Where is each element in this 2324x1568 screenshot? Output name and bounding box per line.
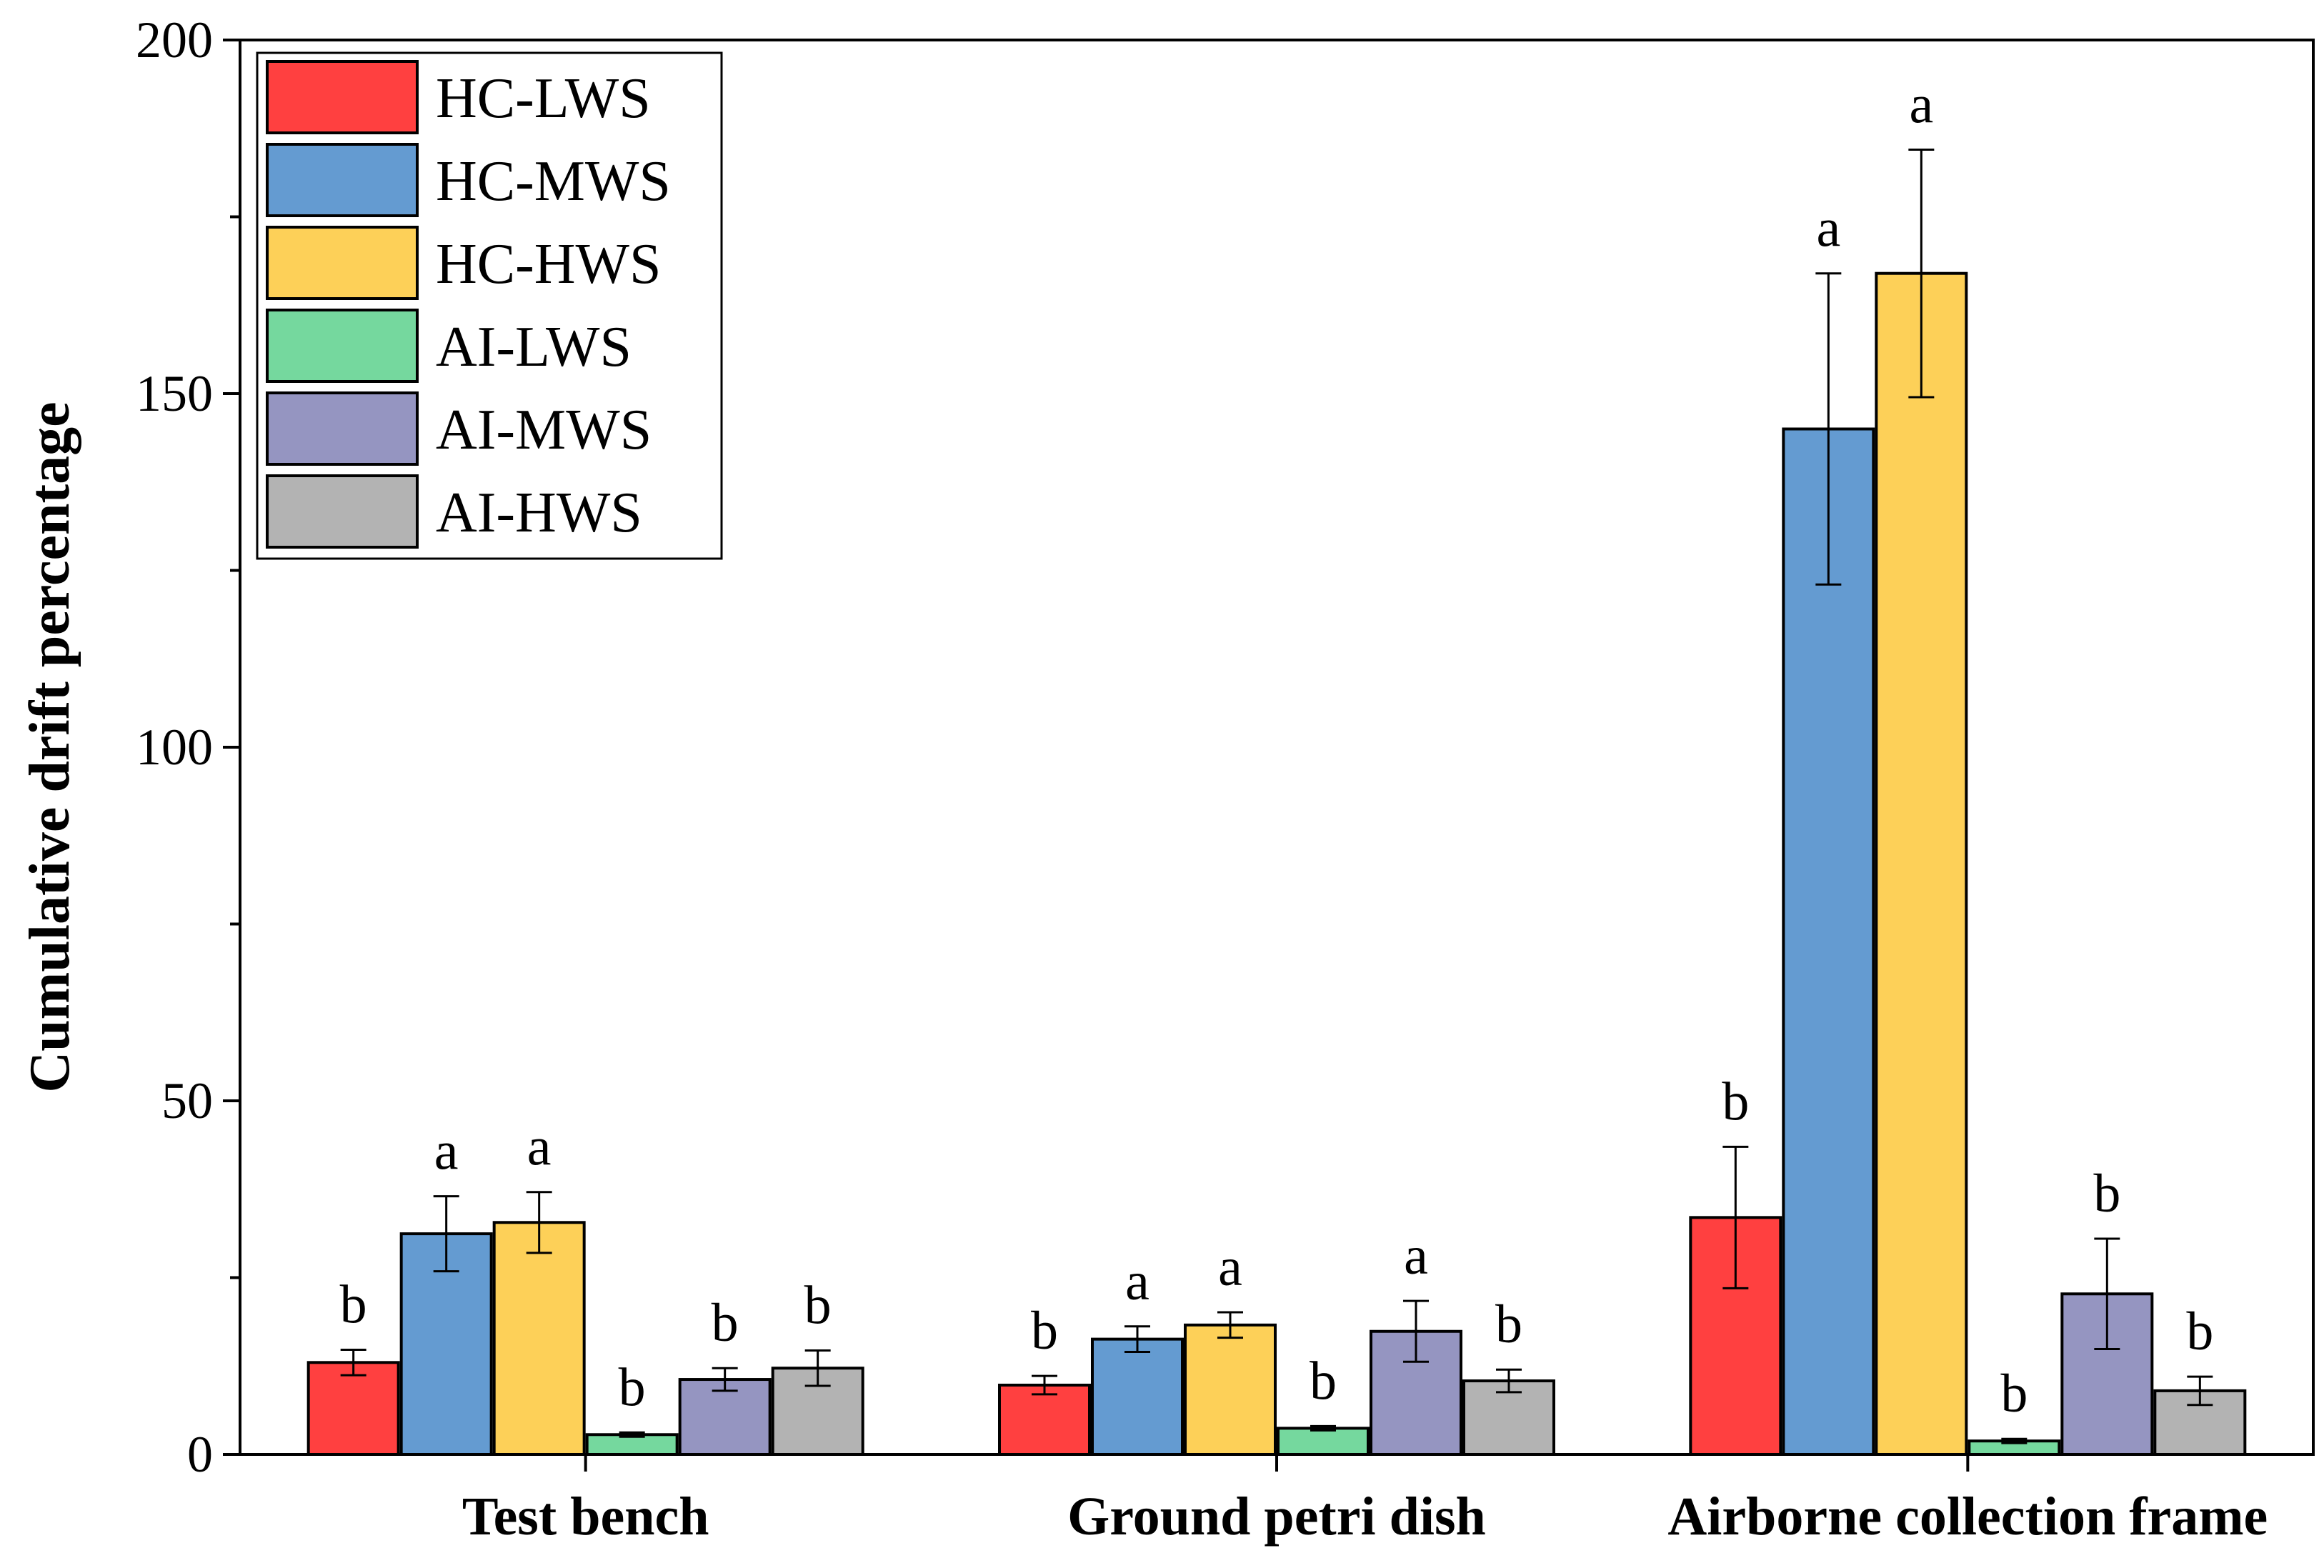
legend-label: AI-MWS xyxy=(436,399,652,461)
legend-swatch-hc-hws xyxy=(266,226,419,300)
legend-label: AI-LWS xyxy=(436,316,632,379)
bar-hc-lws xyxy=(998,1383,1091,1456)
significance-label: a xyxy=(1125,1252,1149,1312)
significance-label: b xyxy=(712,1293,739,1353)
y-tick-label: 100 xyxy=(136,719,213,776)
significance-label: b xyxy=(1310,1351,1337,1411)
significance-label: a xyxy=(527,1117,552,1177)
legend-swatch-hc-mws xyxy=(266,143,419,217)
significance-label: b xyxy=(1495,1294,1522,1354)
legend-swatch-ai-mws xyxy=(266,391,419,466)
legend-label: HC-HWS xyxy=(436,233,662,296)
y-tick-label: 50 xyxy=(161,1072,213,1129)
legend-swatch-ai-lws xyxy=(266,309,419,383)
legend-label: AI-HWS xyxy=(436,481,642,544)
legend-swatch-hc-lws xyxy=(266,60,419,134)
legend-label: HC-MWS xyxy=(436,150,671,213)
significance-label: b xyxy=(2000,1364,2028,1424)
significance-label: a xyxy=(1816,199,1840,259)
legend: HC-LWS HC-MWS HC-HWS AI-LWS AI-MWS AI-HWS xyxy=(256,51,723,560)
y-tick-label: 0 xyxy=(187,1426,213,1483)
bar-hc-mws xyxy=(1091,1337,1184,1456)
y-axis-title: Cumulative drift percentage xyxy=(19,401,81,1092)
y-tick-label: 200 xyxy=(136,11,213,69)
bar-ai-mws xyxy=(678,1378,772,1457)
legend-swatch-ai-hws xyxy=(266,474,419,549)
significance-label: a xyxy=(434,1122,459,1182)
bar-ai-lws xyxy=(1277,1427,1370,1456)
y-axis: 0 50 100 150 200 xyxy=(136,11,240,1483)
bar-hc-mws xyxy=(1782,427,1875,1456)
significance-label: b xyxy=(1722,1072,1749,1132)
significance-labels-group: b a a b b b b a a b a b b a a b b b xyxy=(340,74,2214,1424)
x-axis: Test bench Ground petri dish Airborne coll… xyxy=(462,1454,2268,1547)
y-tick-label: 150 xyxy=(136,365,213,422)
bars-group xyxy=(306,271,2247,1457)
legend-label: HC-LWS xyxy=(436,67,651,130)
significance-label: b xyxy=(2186,1302,2213,1362)
significance-label: b xyxy=(340,1274,367,1334)
bar-hc-lws xyxy=(306,1361,400,1457)
significance-label: a xyxy=(1909,74,1933,134)
significance-label: b xyxy=(619,1357,646,1417)
x-category-label: Airborne collection frame xyxy=(1667,1487,2268,1547)
significance-label: b xyxy=(1031,1301,1058,1361)
significance-label: a xyxy=(1218,1237,1242,1297)
significance-label: a xyxy=(1404,1226,1428,1286)
significance-label: b xyxy=(804,1275,832,1335)
significance-label: b xyxy=(2093,1164,2120,1224)
bar-hc-hws xyxy=(1184,1323,1277,1456)
x-category-label: Test bench xyxy=(462,1487,709,1547)
x-category-label: Ground petri dish xyxy=(1067,1487,1486,1547)
error-bars-group xyxy=(340,148,2213,1444)
bar-ai-mws xyxy=(1370,1329,1462,1456)
bar-hc-hws xyxy=(1875,271,1968,1457)
bar-hc-hws xyxy=(492,1221,586,1457)
